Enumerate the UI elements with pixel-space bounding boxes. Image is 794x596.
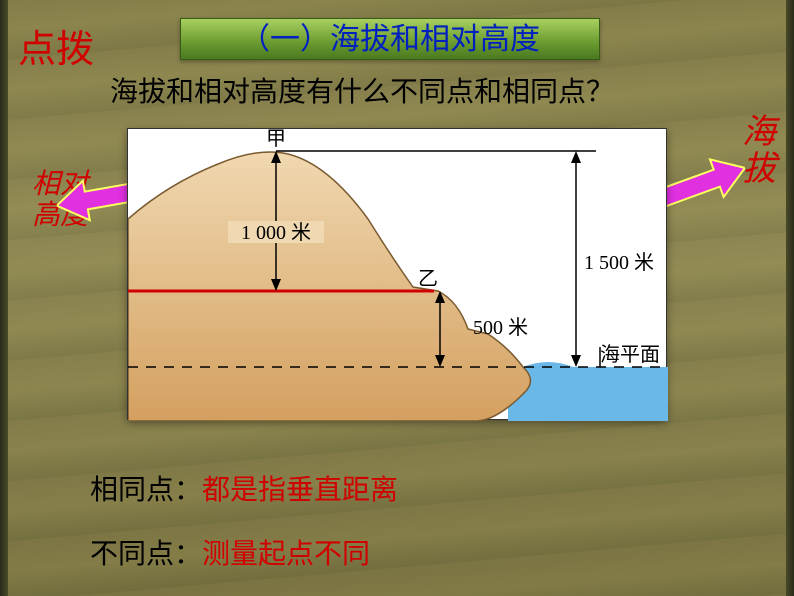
question-text: 海拔和相对高度有什么不同点和相同点？ — [110, 70, 614, 110]
same-value: 都是指垂直距离 — [202, 475, 398, 506]
diff-value: 测量起点不同 — [202, 539, 370, 570]
h-mid: 500 米 — [473, 316, 528, 339]
sea-label: 海平面 — [600, 343, 660, 366]
same-label: 相同点： — [90, 475, 202, 506]
h-relative2: 1 000 米 — [241, 221, 311, 244]
frame-left — [0, 0, 8, 596]
mid-label: 乙 — [418, 268, 438, 290]
diff-label: 不同点： — [90, 539, 202, 570]
altitude-l1: 海 — [742, 114, 776, 151]
frame-right — [786, 0, 794, 596]
peak-label: 甲 — [266, 129, 286, 150]
diff-point-line: 不同点：测量起点不同 — [90, 532, 370, 572]
hint-label: 点拨 — [18, 18, 94, 73]
elevation-diagram: 甲 乙 海平面 1 000 米 1 000 米 500 米 1 500 米 — [127, 128, 667, 420]
same-point-line: 相同点：都是指垂直距离 — [90, 468, 398, 508]
section-title: （一）海拔和相对高度 — [180, 18, 600, 60]
h-total: 1 500 米 — [584, 251, 654, 274]
